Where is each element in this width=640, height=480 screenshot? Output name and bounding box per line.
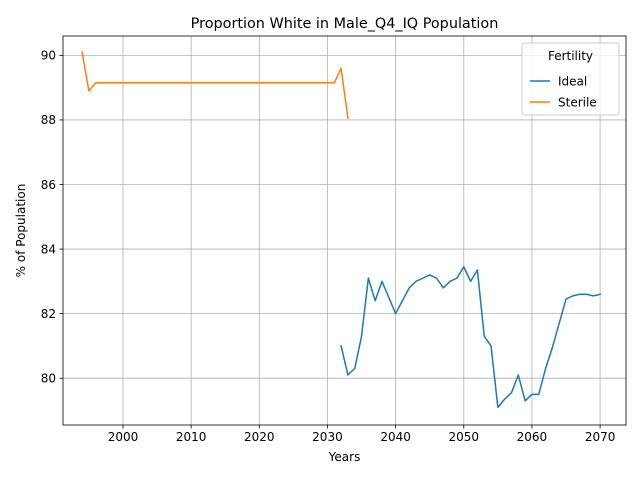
legend-entries: Ideal Sterile	[530, 74, 597, 109]
x-tick-label: 2060	[517, 430, 548, 444]
legend-label: Ideal	[558, 74, 587, 88]
series-line-sterile	[81, 51, 349, 120]
plot-frame	[62, 35, 627, 426]
x-tick-label: 2000	[108, 430, 139, 444]
y-tick-label: 86	[41, 178, 56, 192]
legend-title: Fertility	[548, 49, 593, 63]
chart-title: Proportion White in Male_Q4_IQ Populatio…	[191, 16, 499, 32]
x-axis-label: Years	[328, 450, 361, 464]
y-tick-label: 90	[41, 49, 56, 63]
y-axis-ticks: 80 82 84 86 88 90	[41, 49, 63, 385]
x-tick-label: 2030	[312, 430, 343, 444]
x-tick-label: 2050	[449, 430, 480, 444]
legend-label: Sterile	[558, 95, 597, 109]
x-tick-label: 2020	[244, 430, 275, 444]
legend: Fertility Ideal Sterile	[521, 42, 620, 116]
legend-box	[521, 42, 620, 116]
x-axis-ticks: 2000 2010 2020 2030 2040 2050 2060 2070	[108, 425, 616, 444]
y-tick-label: 82	[41, 307, 56, 321]
y-tick-label: 88	[41, 113, 56, 127]
series-lines	[81, 51, 602, 408]
y-axis-label: % of Population	[14, 184, 28, 278]
y-tick-label: 80	[41, 371, 56, 385]
x-tick-label: 2010	[176, 430, 207, 444]
x-tick-label: 2070	[585, 430, 616, 444]
series-line-ideal	[340, 266, 602, 408]
x-tick-label: 2040	[380, 430, 411, 444]
y-tick-label: 84	[41, 242, 56, 256]
